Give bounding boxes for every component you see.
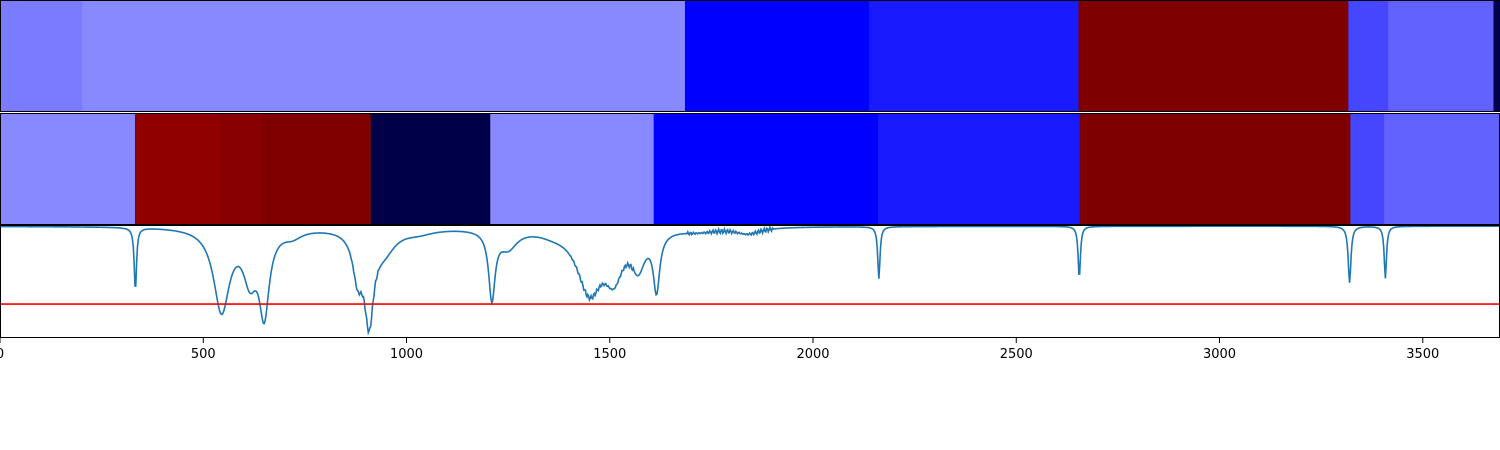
line-panel-background: [0, 225, 1500, 338]
x-tick-label: 1500: [593, 347, 626, 362]
band-segment: [1388, 0, 1494, 112]
band-segment: [684, 0, 870, 112]
band-segment: [1493, 0, 1500, 112]
band-segment: [869, 0, 1079, 112]
band-segment: [82, 0, 686, 112]
band-track-top: [0, 0, 1500, 112]
band-segment: [878, 113, 1081, 225]
band-segment: [370, 113, 491, 225]
band-segment: [653, 113, 879, 225]
band-segment: [262, 113, 372, 225]
band-segment: [0, 0, 83, 112]
band-segment: [1350, 113, 1385, 225]
signal-line-panel: [0, 224, 1500, 338]
band-segment: [134, 113, 221, 225]
x-tick-label: 3000: [1203, 347, 1236, 362]
band-segment: [1348, 0, 1389, 112]
x-tick-label: 0: [0, 347, 4, 362]
band-segment: [1079, 113, 1351, 225]
x-tick-label: 2000: [796, 347, 829, 362]
x-tick-label: 2500: [1000, 347, 1033, 362]
x-tick-label: 3500: [1406, 347, 1439, 362]
x-tick-label: 1000: [390, 347, 423, 362]
x-tick-label: 500: [191, 347, 216, 362]
band-track-middle: [0, 113, 1500, 225]
band-segment: [0, 113, 136, 225]
band-segment: [490, 113, 655, 225]
band-segment: [1078, 0, 1349, 112]
band-segment: [1384, 113, 1500, 225]
x-axis: 0 500 1000 1500 2000 2500 3000 3500: [0, 338, 1439, 362]
signal-line: [0, 224, 1500, 336]
band-segment: [219, 113, 263, 225]
